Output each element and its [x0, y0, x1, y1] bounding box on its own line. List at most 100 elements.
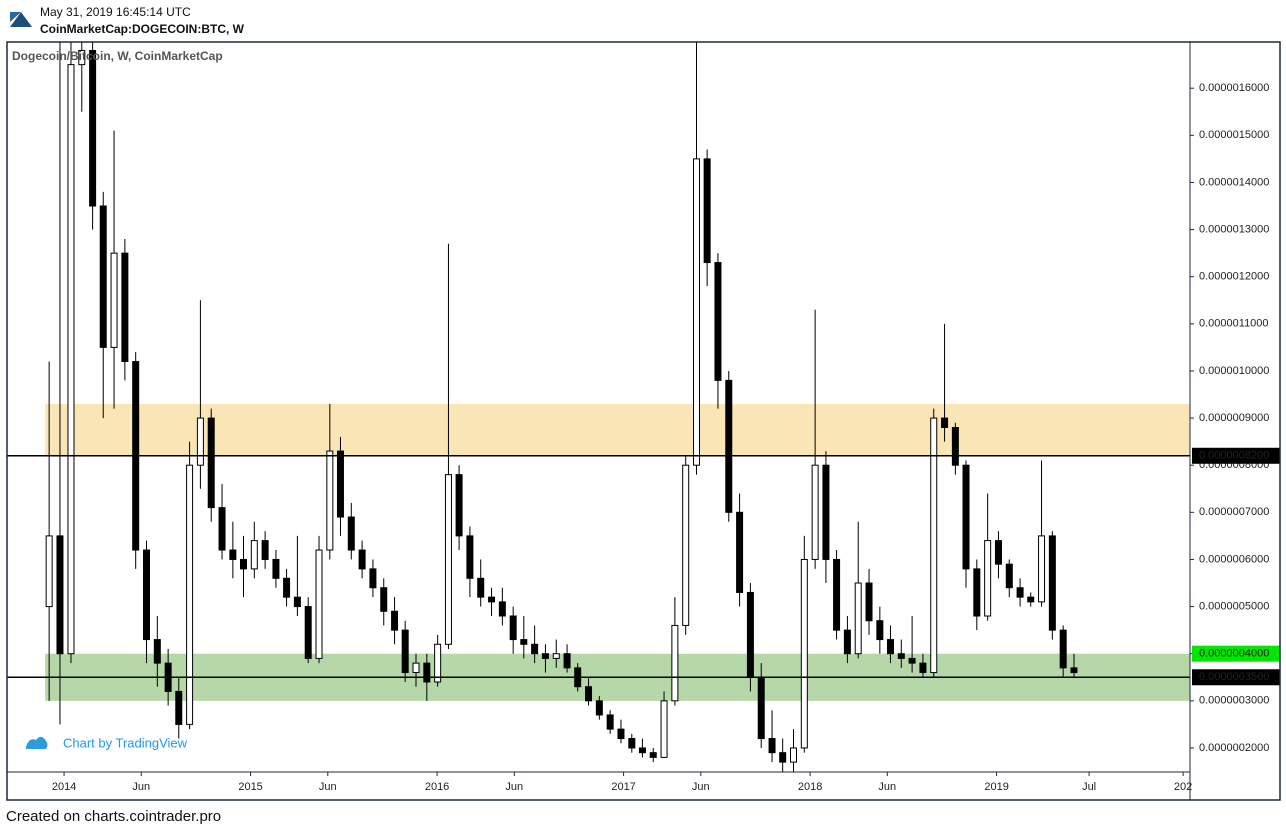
candle-body — [498, 601, 506, 617]
y-tick-label: 0.0000015000 — [1199, 129, 1269, 141]
y-tick-label: 0.0000012000 — [1199, 271, 1269, 283]
candle-body — [682, 464, 690, 626]
chart-title: Dogecoin/Bitcoin, W, CoinMarketCap — [12, 49, 223, 63]
candle-body — [153, 639, 161, 664]
price-label: 0.0000008200 — [1199, 450, 1269, 462]
footer: Created on charts.cointrader.pro — [6, 808, 221, 825]
candle-body — [369, 568, 377, 589]
y-tick-label: 0.0000005000 — [1199, 600, 1269, 612]
candle-body — [628, 738, 636, 749]
x-tick-label: Jun — [505, 781, 523, 793]
candle-body — [984, 540, 992, 617]
candle-body — [391, 610, 399, 631]
candle-body — [358, 549, 366, 570]
price-label-box — [1192, 645, 1280, 662]
candle-body — [638, 747, 646, 754]
candle-body — [714, 262, 722, 381]
candle-body — [143, 549, 151, 641]
x-tick-label: 2015 — [238, 781, 262, 793]
candle-body — [876, 620, 884, 641]
candle-body — [509, 615, 517, 641]
candle-body — [207, 417, 215, 509]
candle-body — [293, 596, 301, 608]
price-label: 0.0000003500 — [1199, 671, 1269, 683]
candle-body — [649, 752, 657, 758]
candle-body — [736, 511, 744, 593]
candle-body — [229, 549, 237, 560]
x-tick-label: 2019 — [984, 781, 1008, 793]
candles — [45, 42, 1078, 772]
candle-body — [585, 686, 593, 702]
x-tick-label: Jun — [319, 781, 337, 793]
candle-body — [941, 417, 949, 429]
watermark: Chart by TradingView — [63, 735, 188, 750]
symbol: CoinMarketCap:DOGECOIN:BTC, W — [40, 22, 245, 36]
candle-body — [552, 653, 560, 659]
candle-body — [89, 49, 97, 207]
candle-body — [304, 606, 312, 659]
candle-body — [380, 587, 388, 612]
candle-body — [196, 417, 204, 466]
candle-body — [854, 582, 862, 655]
candle-body — [843, 629, 851, 655]
candle-body — [488, 596, 496, 603]
candle-body — [930, 417, 938, 674]
candle-body — [563, 653, 571, 669]
candle-body — [477, 577, 485, 598]
candle-body — [110, 252, 118, 348]
candle-body — [1070, 667, 1078, 674]
candle-body — [1005, 563, 1013, 589]
x-tick-label: Jun — [878, 781, 896, 793]
candle-body — [239, 558, 247, 570]
candle-body — [1038, 535, 1046, 603]
x-tick-label: 2016 — [425, 781, 449, 793]
candle-body — [919, 662, 927, 674]
candle-body — [186, 464, 194, 725]
zone — [45, 403, 1190, 456]
candle-body — [962, 464, 970, 570]
candle-body — [45, 535, 53, 608]
candle-body — [336, 450, 344, 518]
candle-body — [401, 629, 409, 674]
candle-body — [78, 49, 86, 66]
logo — [10, 7, 32, 29]
candle-body — [261, 540, 269, 560]
candle-body — [412, 662, 420, 674]
candle-body — [768, 738, 776, 754]
y-tick-label: 0.0000016000 — [1199, 82, 1269, 94]
y-tick-label: 0.0000006000 — [1199, 553, 1269, 565]
candle-body — [1059, 629, 1067, 669]
candle-body — [865, 582, 873, 622]
x-tick-label: 2017 — [611, 781, 635, 793]
candle-body — [886, 639, 894, 655]
candle-body — [175, 690, 183, 725]
candle-body — [531, 643, 539, 655]
price-label-box — [1192, 669, 1280, 686]
y-tick-label: 0.0000009000 — [1199, 412, 1269, 424]
candle-body — [326, 450, 334, 551]
candle-body — [283, 577, 291, 598]
candle-body — [725, 379, 733, 513]
frame — [6, 41, 1281, 801]
candle-body — [423, 662, 431, 683]
candle-body — [833, 558, 841, 631]
candle-body — [897, 653, 905, 659]
candle-body — [315, 549, 323, 659]
candle-body — [1048, 535, 1056, 631]
candle-body — [994, 540, 1002, 565]
candle-body — [703, 158, 711, 264]
price-label: 0.0000004000 — [1199, 648, 1269, 660]
candle-body — [444, 474, 452, 645]
candle-body — [56, 535, 64, 655]
watermark-icon — [22, 729, 50, 757]
candle-body — [789, 747, 797, 763]
candle-body — [746, 591, 754, 678]
x-tick-label: Jul — [1082, 781, 1096, 793]
candle-body — [811, 464, 819, 560]
y-tick-label: 0.0000010000 — [1199, 365, 1269, 377]
candle-body — [99, 205, 107, 348]
candle-body — [121, 252, 129, 363]
candle-body — [272, 558, 280, 579]
